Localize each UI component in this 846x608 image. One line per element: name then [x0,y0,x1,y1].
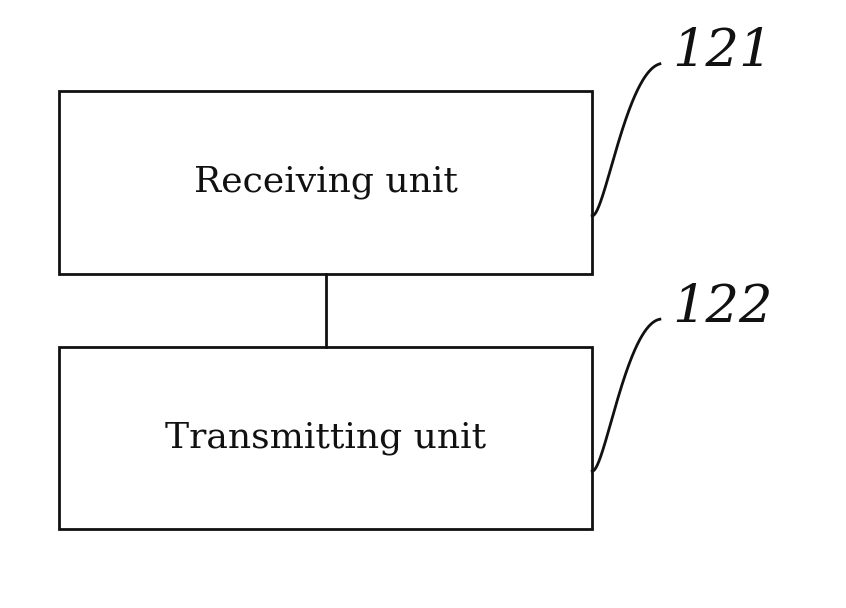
Text: Transmitting unit: Transmitting unit [165,421,486,455]
Text: 122: 122 [673,282,773,333]
FancyBboxPatch shape [59,347,592,529]
FancyBboxPatch shape [59,91,592,274]
Text: Receiving unit: Receiving unit [194,165,458,199]
Text: 121: 121 [673,26,773,77]
